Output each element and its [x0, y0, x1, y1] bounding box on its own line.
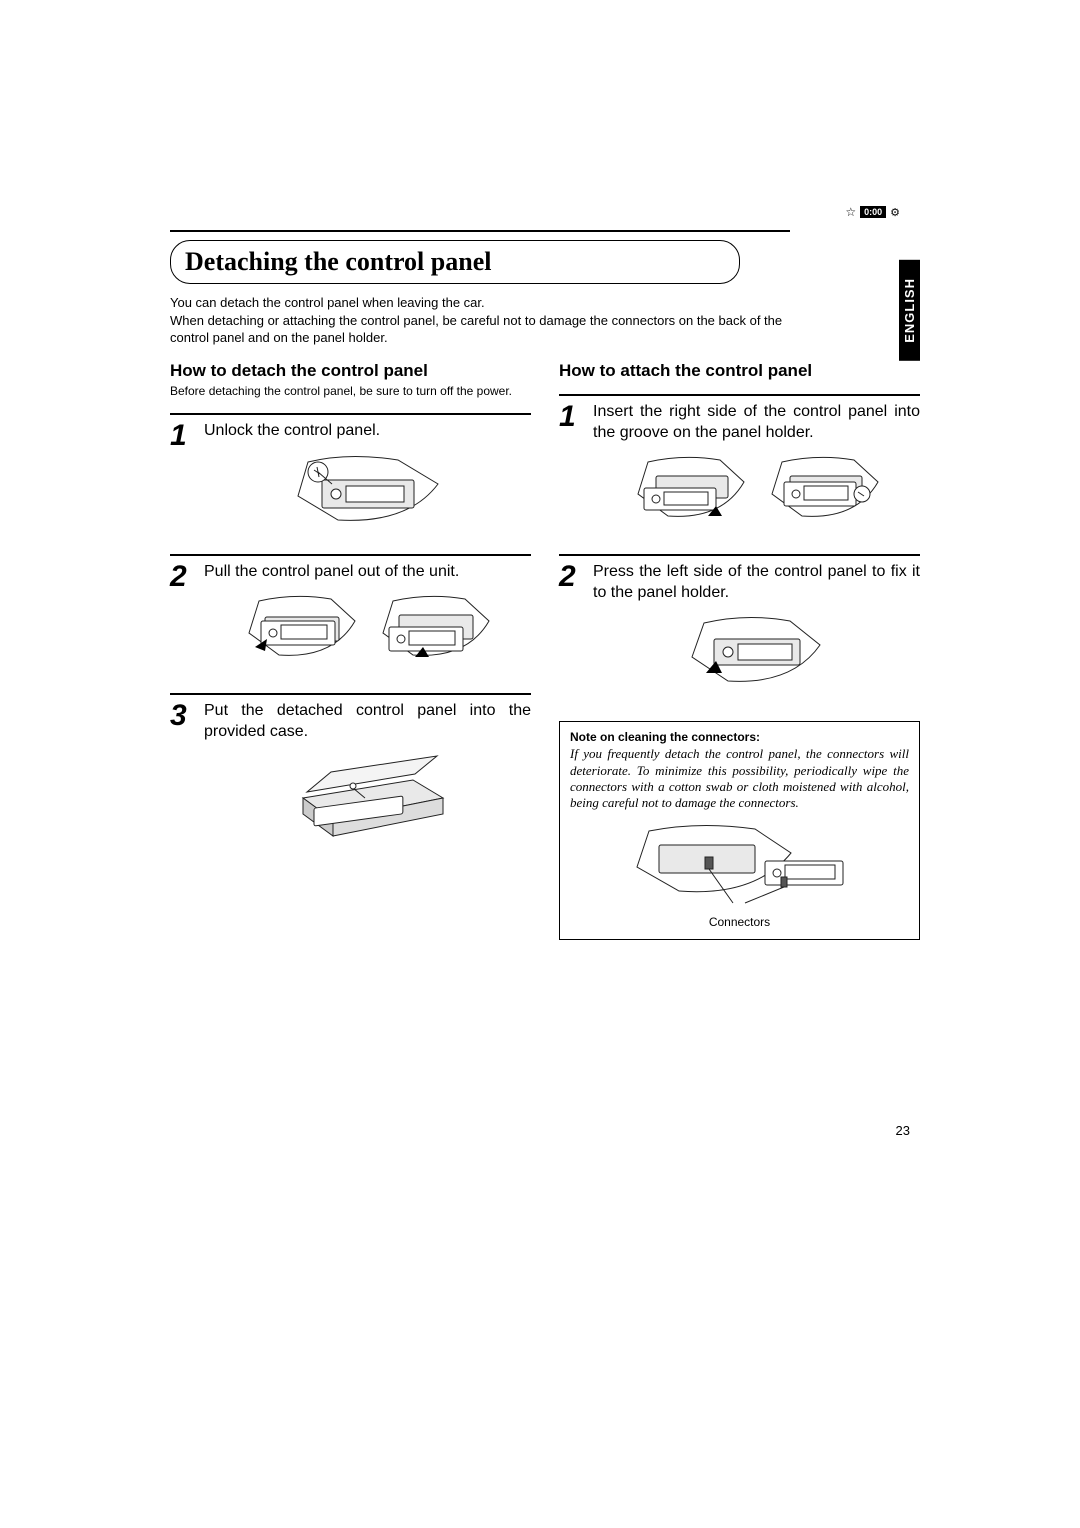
detach-subintro: Before detaching the control panel, be s…	[170, 384, 531, 399]
top-rule	[170, 230, 790, 232]
unlock-illustration	[204, 450, 531, 530]
star-icon: ☆	[845, 205, 856, 219]
attach-step-1: 1 Insert the right side of the control p…	[559, 394, 920, 540]
step-number: 1	[170, 421, 194, 540]
language-tab: ENGLISH	[899, 260, 920, 361]
cleaning-note-box: Note on cleaning the connectors: If you …	[559, 721, 920, 940]
step-text: Press the left side of the control panel…	[593, 562, 920, 604]
right-column: How to attach the control panel 1 Insert…	[559, 361, 920, 941]
detach-subheading: How to detach the control panel	[170, 361, 531, 381]
detach-step-1: 1 Unlock the control panel.	[170, 413, 531, 540]
note-title: Note on cleaning the connectors:	[570, 730, 909, 744]
case-illustration	[204, 750, 531, 850]
intro-line-2: When detaching or attaching the control …	[170, 313, 782, 346]
note-body: If you frequently detach the control pan…	[570, 746, 909, 811]
page-number: 23	[896, 1123, 910, 1138]
attach-step-2: 2 Press the left side of the control pan…	[559, 554, 920, 706]
detach-step-3: 3 Put the detached control panel into th…	[170, 693, 531, 861]
step-text: Put the detached control panel into the …	[204, 701, 531, 743]
insert-right-illustration	[593, 452, 920, 530]
section-title: Detaching the control panel	[185, 247, 725, 277]
connectors-label: Connectors	[709, 915, 770, 929]
left-column: How to detach the control panel Before d…	[170, 361, 531, 941]
intro-text: You can detach the control panel when le…	[170, 294, 790, 347]
step-text: Pull the control panel out of the unit.	[204, 562, 531, 583]
step-number: 1	[559, 402, 583, 540]
step-number: 2	[559, 562, 583, 706]
intro-line-1: You can detach the control panel when le…	[170, 295, 485, 310]
press-left-illustration	[593, 611, 920, 695]
detach-step-2: 2 Pull the control panel out of the unit…	[170, 554, 531, 679]
two-column-layout: How to detach the control panel Before d…	[170, 361, 920, 941]
step-number: 2	[170, 562, 194, 679]
attach-subheading: How to attach the control panel	[559, 361, 920, 381]
connectors-illustration: Connectors	[570, 817, 909, 929]
step-number: 3	[170, 701, 194, 861]
pull-out-illustration	[204, 591, 531, 669]
clock-icon: 0:00	[860, 206, 886, 218]
section-title-box: Detaching the control panel	[170, 240, 740, 284]
step-text: Unlock the control panel.	[204, 421, 531, 442]
header-icons-row: ☆ 0:00 ⚙	[845, 205, 900, 219]
step-text: Insert the right side of the control pan…	[593, 402, 920, 444]
gear-icon: ⚙	[890, 206, 900, 219]
